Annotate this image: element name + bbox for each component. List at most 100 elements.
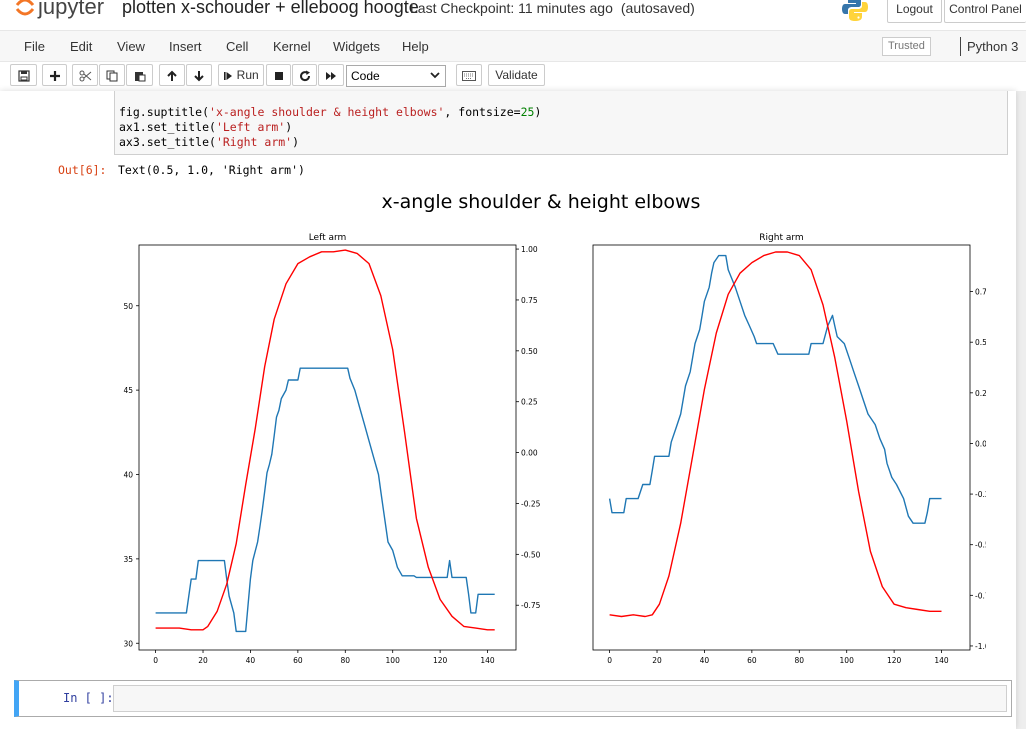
restart-kernel-button[interactable] [292, 64, 317, 86]
arrow-up-icon [167, 70, 177, 81]
left-arm-x-tick-label: 140 [480, 656, 495, 665]
jupyter-logo-icon[interactable] [15, 0, 35, 16]
run-label: Run [236, 68, 259, 82]
right-arm-y2-tick-label: 0.00 [975, 439, 986, 448]
menu-file[interactable]: File [24, 39, 45, 54]
left-arm-y2-tick-label: 1.00 [521, 245, 538, 254]
left-arm-y-tick-label: 40 [123, 471, 133, 480]
output-text: Text(0.5, 1.0, 'Right arm') [118, 163, 305, 177]
left-arm-plot-frame [138, 244, 517, 651]
left-arm-series-line-1 [155, 249, 495, 631]
code-token: ) [534, 105, 542, 119]
arrow-down-icon [194, 70, 204, 82]
cell-type-value: Code [351, 69, 380, 83]
right-arm-series-line-0 [608, 254, 942, 524]
validate-button[interactable]: Validate [488, 64, 545, 86]
notebook-title[interactable]: plotten x-schouder + elleboog hoogte [122, 0, 419, 17]
kernel-indicator: Python 3 [960, 37, 1026, 56]
chevron-down-icon [430, 72, 440, 79]
menu-widgets[interactable]: Widgets [333, 39, 380, 54]
menu-edit[interactable]: Edit [70, 39, 93, 54]
menu-help[interactable]: Help [402, 39, 429, 54]
cut-button[interactable] [72, 64, 98, 86]
step-forward-icon [224, 71, 233, 80]
left-arm-y2-tick-label: 0.75 [521, 296, 538, 305]
notebook-area: fig.suptitle('x-angle shoulder & height … [0, 91, 1026, 729]
left-arm-x-tick-label: 40 [246, 656, 256, 665]
right-arm-y2-tick-label: 0.50 [975, 338, 986, 347]
right-arm-y2-tick-label: -0.50 [975, 541, 986, 550]
menu-kernel[interactable]: Kernel [273, 39, 311, 54]
code-token: fig.suptitle( [119, 105, 210, 119]
right-arm-x-tick-label: 40 [700, 656, 710, 665]
figure-output: x-angle shoulder & height elbows Left ar… [123, 191, 986, 665]
kernel-name: Python 3 [967, 39, 1019, 54]
left-arm-x-tick-label: 80 [341, 656, 351, 665]
code-cell-input[interactable]: fig.suptitle('x-angle shoulder & height … [114, 91, 1008, 155]
checkpoint-status: Last Checkpoint: 11 minutes ago (autosave… [410, 0, 695, 16]
insert-cell-button[interactable] [42, 64, 67, 86]
notebook-header: jupyter plotten x-schouder + elleboog ho… [0, 0, 1026, 30]
save-button[interactable] [10, 64, 37, 86]
left-arm-x-tick-label: 100 [386, 656, 401, 665]
chart-left-arm: Left arm 0 20 40 60 80 100 120 140 30 35 40 45 50 -0.7… [123, 233, 540, 665]
copy-button[interactable] [99, 64, 125, 86]
left-arm-x-tick-label: 0 [153, 656, 158, 665]
autosave-status: (autosaved) [620, 0, 695, 16]
left-arm-y2-tick-label: -0.25 [521, 499, 541, 508]
command-palette-button[interactable] [456, 64, 482, 86]
control-panel-button[interactable]: Control Panel [944, 0, 1026, 23]
right-arm-y2-tick-label: -1.00 [975, 642, 986, 651]
move-up-button[interactable] [159, 64, 185, 86]
right-arm-x-tick-label: 80 [795, 656, 805, 665]
menu-insert[interactable]: Insert [169, 39, 202, 54]
keyboard-icon [462, 70, 476, 81]
left-arm-y-tick-label: 30 [123, 639, 133, 648]
right-arm-x-tick-label: 60 [747, 656, 757, 665]
run-button[interactable]: Run [218, 64, 264, 86]
right-arm-title: Right arm [759, 233, 803, 243]
menu-view[interactable]: View [117, 39, 145, 54]
empty-code-cell[interactable]: In [ ]: [14, 680, 1012, 717]
menu-cell[interactable]: Cell [226, 39, 249, 54]
left-arm-y2-tick-label: 0.25 [521, 398, 538, 407]
right-arm-plot-frame [592, 244, 971, 651]
left-arm-y2-tick-label: 0.50 [521, 347, 538, 356]
left-arm-y2-tick-label: -0.75 [521, 601, 541, 610]
code-token: ) [285, 120, 293, 134]
jupyter-logo-text[interactable]: jupyter [38, 0, 105, 19]
code-cell-input[interactable] [113, 685, 1007, 712]
python-logo-icon [842, 0, 868, 27]
right-arm-y2-tick-label: 0.75 [975, 288, 986, 297]
code-token: 'x-angle shoulder & height elbows' [209, 105, 445, 119]
paste-button[interactable] [126, 64, 153, 86]
restart-icon [299, 70, 310, 81]
code-token: 'Left arm' [215, 120, 286, 134]
right-arm-y2-tick-label: -0.75 [975, 591, 986, 600]
left-arm-y-tick-label: 50 [123, 302, 133, 311]
right-arm-series-line-1 [609, 251, 942, 618]
code-token: ax1.set_title( [119, 120, 216, 134]
notebook-toolbar: Run Code Validate [0, 62, 1026, 90]
fast-forward-icon [326, 71, 336, 80]
chart-right-arm: Right arm 0 20 40 60 80 100 120 140 -1.00 -0.75 -0.… [592, 233, 986, 665]
left-arm-y-tick-label: 45 [123, 386, 133, 395]
right-arm-x-tick-label: 20 [652, 656, 662, 665]
interrupt-kernel-button[interactable] [266, 64, 291, 86]
restart-run-all-button[interactable] [318, 64, 344, 86]
logout-button[interactable]: Logout [887, 0, 942, 23]
checkpoint-text: Last Checkpoint: 11 minutes ago [410, 0, 613, 16]
cell-type-select[interactable]: Code [346, 65, 446, 87]
save-icon [17, 70, 30, 82]
left-arm-x-tick-label: 20 [198, 656, 208, 665]
trusted-badge[interactable]: Trusted [882, 37, 931, 56]
left-arm-y-tick-label: 35 [123, 555, 133, 564]
notebook-page: fig.suptitle('x-angle shoulder & height … [0, 91, 1016, 729]
left-arm-x-tick-label: 120 [433, 656, 448, 665]
code-token: ) [292, 135, 300, 149]
left-arm-series-line-0 [155, 367, 495, 633]
code-line: ax1.set_title('Left arm') [119, 120, 292, 134]
right-arm-x-tick-label: 100 [840, 656, 855, 665]
right-arm-x-tick-label: 0 [607, 656, 612, 665]
move-down-button[interactable] [186, 64, 212, 86]
